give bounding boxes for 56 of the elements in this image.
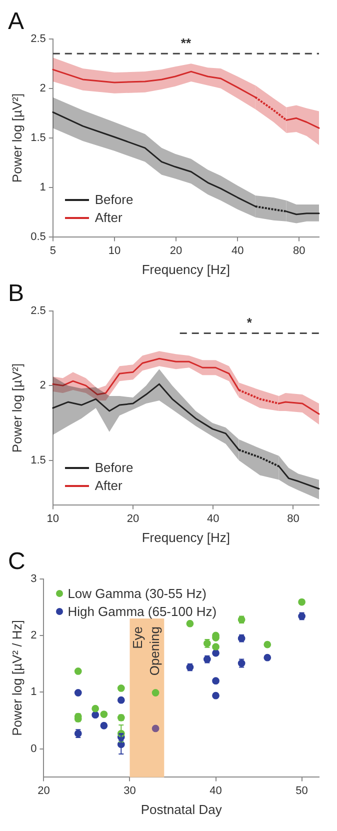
legend-label: Before bbox=[94, 459, 134, 478]
x-axis-title: Frequency [Hz] bbox=[142, 530, 230, 545]
point bbox=[92, 711, 100, 719]
y-tick-label: 2.5 bbox=[30, 32, 46, 45]
x-axis-title: Postnatal Day bbox=[140, 802, 222, 817]
x-tick-label: 80 bbox=[287, 512, 300, 525]
x-tick-label: 40 bbox=[210, 784, 222, 797]
y-tick-label: 0.5 bbox=[30, 231, 46, 244]
x-tick-label: 20 bbox=[170, 244, 182, 257]
point bbox=[186, 620, 194, 628]
chart-title: A bbox=[8, 8, 24, 36]
x-tick-label: 10 bbox=[108, 244, 121, 257]
y-axis-title: Power log [µV²] bbox=[9, 363, 24, 453]
point bbox=[74, 668, 82, 675]
annotation: * bbox=[246, 314, 253, 330]
x-tick-label: 20 bbox=[126, 512, 140, 525]
x-tick-label: 30 bbox=[124, 784, 136, 797]
y-axis-title: Power log [µV²] bbox=[9, 93, 24, 183]
point bbox=[212, 677, 220, 685]
x-tick-label: 40 bbox=[231, 244, 244, 257]
band-label: Eye Opening bbox=[130, 626, 162, 676]
y-axis-title: Power log [µV² / Hz] bbox=[9, 620, 24, 736]
legend-label: Low Gamma (30-55 Hz) bbox=[68, 584, 206, 603]
legend-label: Before bbox=[94, 191, 134, 210]
x-tick-label: 50 bbox=[296, 784, 308, 797]
y-tick-label: 1.5 bbox=[30, 454, 46, 466]
point bbox=[117, 696, 125, 704]
y-tick-label: 2 bbox=[30, 630, 37, 642]
legend-label: High Gamma (65-100 Hz) bbox=[68, 602, 217, 621]
y-tick-label: 1.5 bbox=[30, 132, 46, 144]
legend-label: After bbox=[94, 209, 122, 228]
point bbox=[152, 724, 160, 732]
y-tick-label: 2 bbox=[40, 82, 46, 94]
x-tick-label: 5 bbox=[50, 244, 56, 257]
x-axis-title: Frequency [Hz] bbox=[142, 262, 230, 277]
point bbox=[74, 689, 82, 696]
x-tick-label: 40 bbox=[206, 512, 220, 525]
chart-title: B bbox=[8, 280, 24, 308]
y-tick-label: 2 bbox=[40, 380, 46, 392]
y-tick-label: 1 bbox=[40, 182, 46, 194]
x-tick-label: 80 bbox=[293, 244, 306, 257]
y-tick-label: 0 bbox=[30, 742, 37, 755]
x-tick-label: 20 bbox=[38, 784, 50, 797]
y-tick-label: 1 bbox=[30, 686, 37, 698]
point bbox=[212, 692, 220, 700]
annotation: ** bbox=[180, 35, 192, 50]
y-tick-label: 3 bbox=[30, 572, 37, 585]
y-tick-label: 2.5 bbox=[30, 304, 46, 317]
point bbox=[264, 654, 272, 662]
point bbox=[117, 684, 125, 692]
x-tick-label: 10 bbox=[46, 512, 60, 525]
chart-title: C bbox=[8, 548, 26, 576]
legend-label: After bbox=[94, 477, 122, 496]
point bbox=[92, 704, 100, 712]
point bbox=[152, 689, 160, 696]
point bbox=[212, 643, 220, 651]
